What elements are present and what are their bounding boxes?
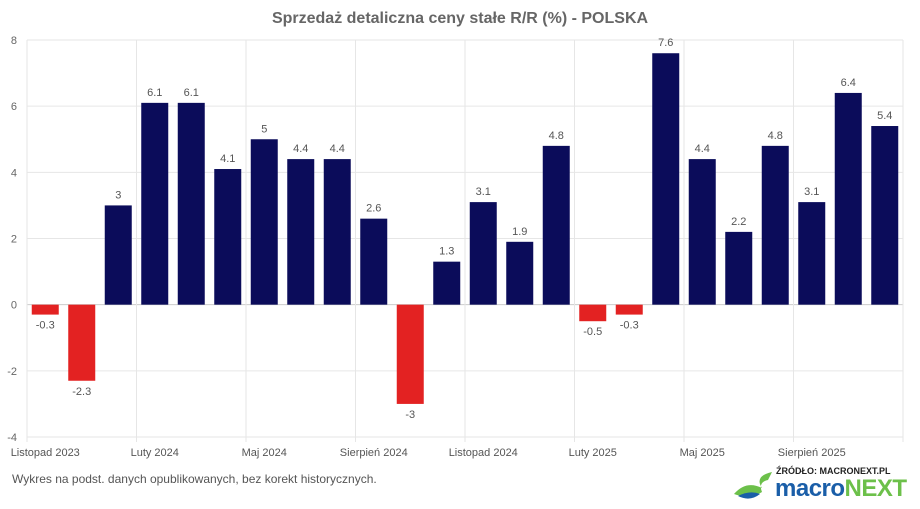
data-label: 7.6 (658, 37, 673, 49)
data-label: 3 (115, 189, 121, 201)
data-label: 6.4 (841, 77, 856, 89)
bar (725, 231, 753, 305)
x-tick-label: Maj 2024 (242, 447, 287, 459)
logo-swoosh-icon (734, 472, 772, 499)
bar (798, 202, 826, 305)
data-label: 4.8 (549, 130, 564, 142)
bar (360, 218, 388, 305)
data-label: 6.1 (184, 87, 199, 99)
bar (615, 304, 643, 315)
y-tick-label: 2 (11, 234, 17, 246)
x-tick-label: Sierpień 2025 (778, 447, 846, 459)
bar (141, 102, 169, 305)
bar (214, 169, 242, 305)
bar (652, 53, 680, 305)
bar (469, 202, 497, 305)
x-tick-label: Listopad 2023 (11, 447, 80, 459)
bar (761, 145, 789, 305)
data-label: 4.4 (293, 143, 308, 155)
data-label: 2.2 (731, 216, 746, 228)
y-tick-label: 0 (11, 300, 17, 312)
x-tick-label: Maj 2025 (680, 447, 725, 459)
bar (834, 92, 862, 305)
x-tick-label: Luty 2024 (131, 447, 179, 459)
data-label: 4.8 (768, 130, 783, 142)
data-label: -3 (405, 409, 415, 421)
bar (542, 145, 570, 305)
data-label: -0.3 (36, 320, 55, 332)
bar (250, 139, 278, 305)
logo-brand: macroNEXT (775, 475, 907, 502)
y-tick-label: 4 (11, 167, 17, 179)
y-tick-label: 8 (11, 35, 17, 47)
data-label: 5.4 (877, 110, 892, 122)
bar (68, 304, 96, 381)
data-label: 4.4 (330, 143, 345, 155)
data-label: -2.3 (72, 386, 91, 398)
data-label: 5 (261, 123, 267, 135)
y-tick-label: 6 (11, 101, 17, 113)
bar (506, 241, 534, 305)
y-tick-label: -2 (7, 366, 17, 378)
bar (688, 159, 716, 305)
data-label: 3.1 (804, 186, 819, 198)
data-label: -0.3 (620, 320, 639, 332)
bar-chart: -4 -2 0 2 4 6 8 -0.3 Listopad 2023 -2.3 3 6.1 Luty 2… (7, 35, 904, 459)
x-tick-label: Listopad 2024 (449, 447, 518, 459)
bar (287, 159, 315, 305)
data-label: 6.1 (147, 87, 162, 99)
footer-note: Wykres na podst. danych opublikowanych, … (12, 472, 377, 486)
bar (31, 304, 59, 315)
data-label: 4.1 (220, 153, 235, 165)
bar (433, 261, 461, 305)
data-label: 1.9 (512, 226, 527, 238)
chart-title: Sprzedaż detaliczna ceny stałe R/R (%) -… (271, 10, 649, 27)
data-label: 2.6 (366, 203, 381, 215)
x-tick-label: Luty 2025 (569, 447, 617, 459)
bar (396, 304, 424, 404)
bar (871, 126, 899, 305)
data-label: -0.5 (583, 326, 602, 338)
bar (579, 304, 607, 322)
bar (104, 205, 132, 305)
x-tick-label: Sierpień 2024 (340, 447, 408, 459)
logo-source: ŹRÓDŁO: MACRONEXT.PL (776, 466, 891, 476)
data-label: 4.4 (695, 143, 710, 155)
data-label: 1.3 (439, 246, 454, 258)
bar (323, 159, 351, 305)
bar (177, 102, 205, 305)
data-label: 3.1 (476, 186, 491, 198)
y-tick-label: -4 (7, 432, 17, 444)
